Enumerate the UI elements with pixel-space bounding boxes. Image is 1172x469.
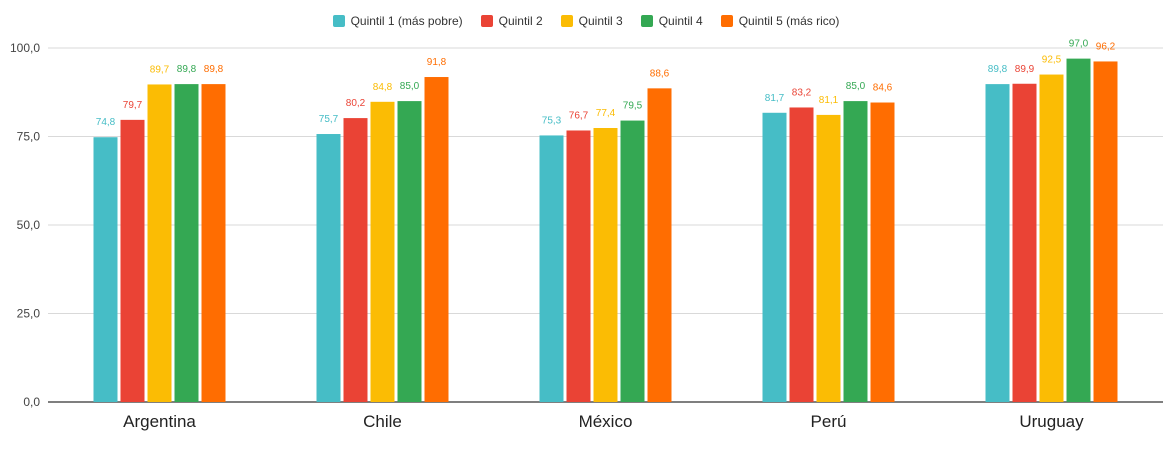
- x-tick-label: Perú: [811, 412, 847, 431]
- legend-item: Quintil 2: [480, 14, 543, 28]
- bar: [424, 77, 449, 402]
- legend-label: Quintil 2: [498, 14, 543, 28]
- legend-swatch: [640, 15, 653, 27]
- y-tick-label: 100,0: [10, 41, 40, 55]
- data-label: 74,8: [96, 117, 116, 128]
- bar: [1039, 74, 1064, 403]
- bar: [1093, 61, 1118, 403]
- bar: [343, 118, 368, 402]
- legend-swatch: [332, 15, 345, 27]
- legend-item: Quintil 5 (más rico): [720, 14, 840, 28]
- legend-swatch: [720, 15, 733, 27]
- data-label: 92,5: [1042, 55, 1062, 66]
- bar: [174, 84, 199, 402]
- data-label: 76,7: [569, 110, 589, 121]
- bar: [316, 134, 341, 402]
- data-label: 84,6: [873, 83, 893, 94]
- bar: [985, 84, 1010, 402]
- data-label: 88,6: [650, 68, 670, 79]
- chart-legend: Quintil 1 (más pobre) Quintil 2 Quintil 3 Q…: [0, 14, 1172, 28]
- data-label: 77,4: [596, 108, 616, 119]
- bar: [870, 102, 895, 403]
- y-tick-label: 50,0: [17, 218, 41, 232]
- bar: [93, 137, 118, 402]
- data-label: 91,8: [427, 57, 447, 68]
- x-tick-label: Chile: [363, 412, 402, 431]
- data-label: 85,0: [846, 81, 866, 92]
- legend-item: Quintil 4: [640, 14, 703, 28]
- data-label: 75,7: [319, 114, 339, 125]
- x-tick-label: México: [579, 412, 633, 431]
- data-label: 89,8: [988, 64, 1008, 75]
- bar: [843, 101, 868, 402]
- legend-item: Quintil 3: [560, 14, 623, 28]
- bar: [620, 120, 645, 402]
- data-label: 89,8: [177, 64, 197, 75]
- legend-label: Quintil 3: [578, 14, 623, 28]
- bar: [201, 84, 226, 402]
- bar: [147, 84, 172, 402]
- legend-label: Quintil 4: [658, 14, 703, 28]
- legend-item: Quintil 1 (más pobre): [332, 14, 463, 28]
- x-tick-label: Uruguay: [1019, 412, 1084, 431]
- legend-label: Quintil 5 (más rico): [738, 14, 840, 28]
- y-tick-label: 0,0: [23, 395, 40, 409]
- x-tick-label: Argentina: [123, 412, 196, 431]
- bar: [566, 130, 591, 402]
- y-tick-label: 25,0: [17, 307, 41, 321]
- bar: [647, 88, 672, 402]
- bar: [593, 128, 618, 402]
- legend-swatch: [480, 15, 493, 27]
- bar: [397, 101, 422, 402]
- bar: [539, 135, 564, 403]
- data-label: 89,7: [150, 64, 170, 75]
- bar: [816, 114, 841, 402]
- data-label: 89,8: [204, 64, 224, 75]
- data-label: 79,5: [623, 101, 643, 112]
- data-label: 80,2: [346, 98, 366, 109]
- legend-label: Quintil 1 (más pobre): [350, 14, 463, 28]
- data-label: 81,7: [765, 93, 785, 104]
- bar: [789, 107, 814, 403]
- data-label: 75,3: [542, 115, 562, 126]
- data-label: 79,7: [123, 100, 143, 111]
- data-label: 89,9: [1015, 64, 1035, 75]
- bar: [1066, 58, 1091, 403]
- data-label: 97,0: [1069, 39, 1089, 50]
- data-label: 81,1: [819, 95, 839, 106]
- bar: [1012, 83, 1037, 402]
- bar: [370, 101, 395, 403]
- data-label: 83,2: [792, 87, 812, 98]
- y-tick-label: 75,0: [17, 130, 41, 144]
- data-label: 85,0: [400, 81, 420, 92]
- legend-swatch: [560, 15, 573, 27]
- data-label: 96,2: [1096, 41, 1116, 52]
- bar: [762, 112, 787, 403]
- bar: [120, 119, 145, 402]
- data-label: 84,8: [373, 82, 393, 93]
